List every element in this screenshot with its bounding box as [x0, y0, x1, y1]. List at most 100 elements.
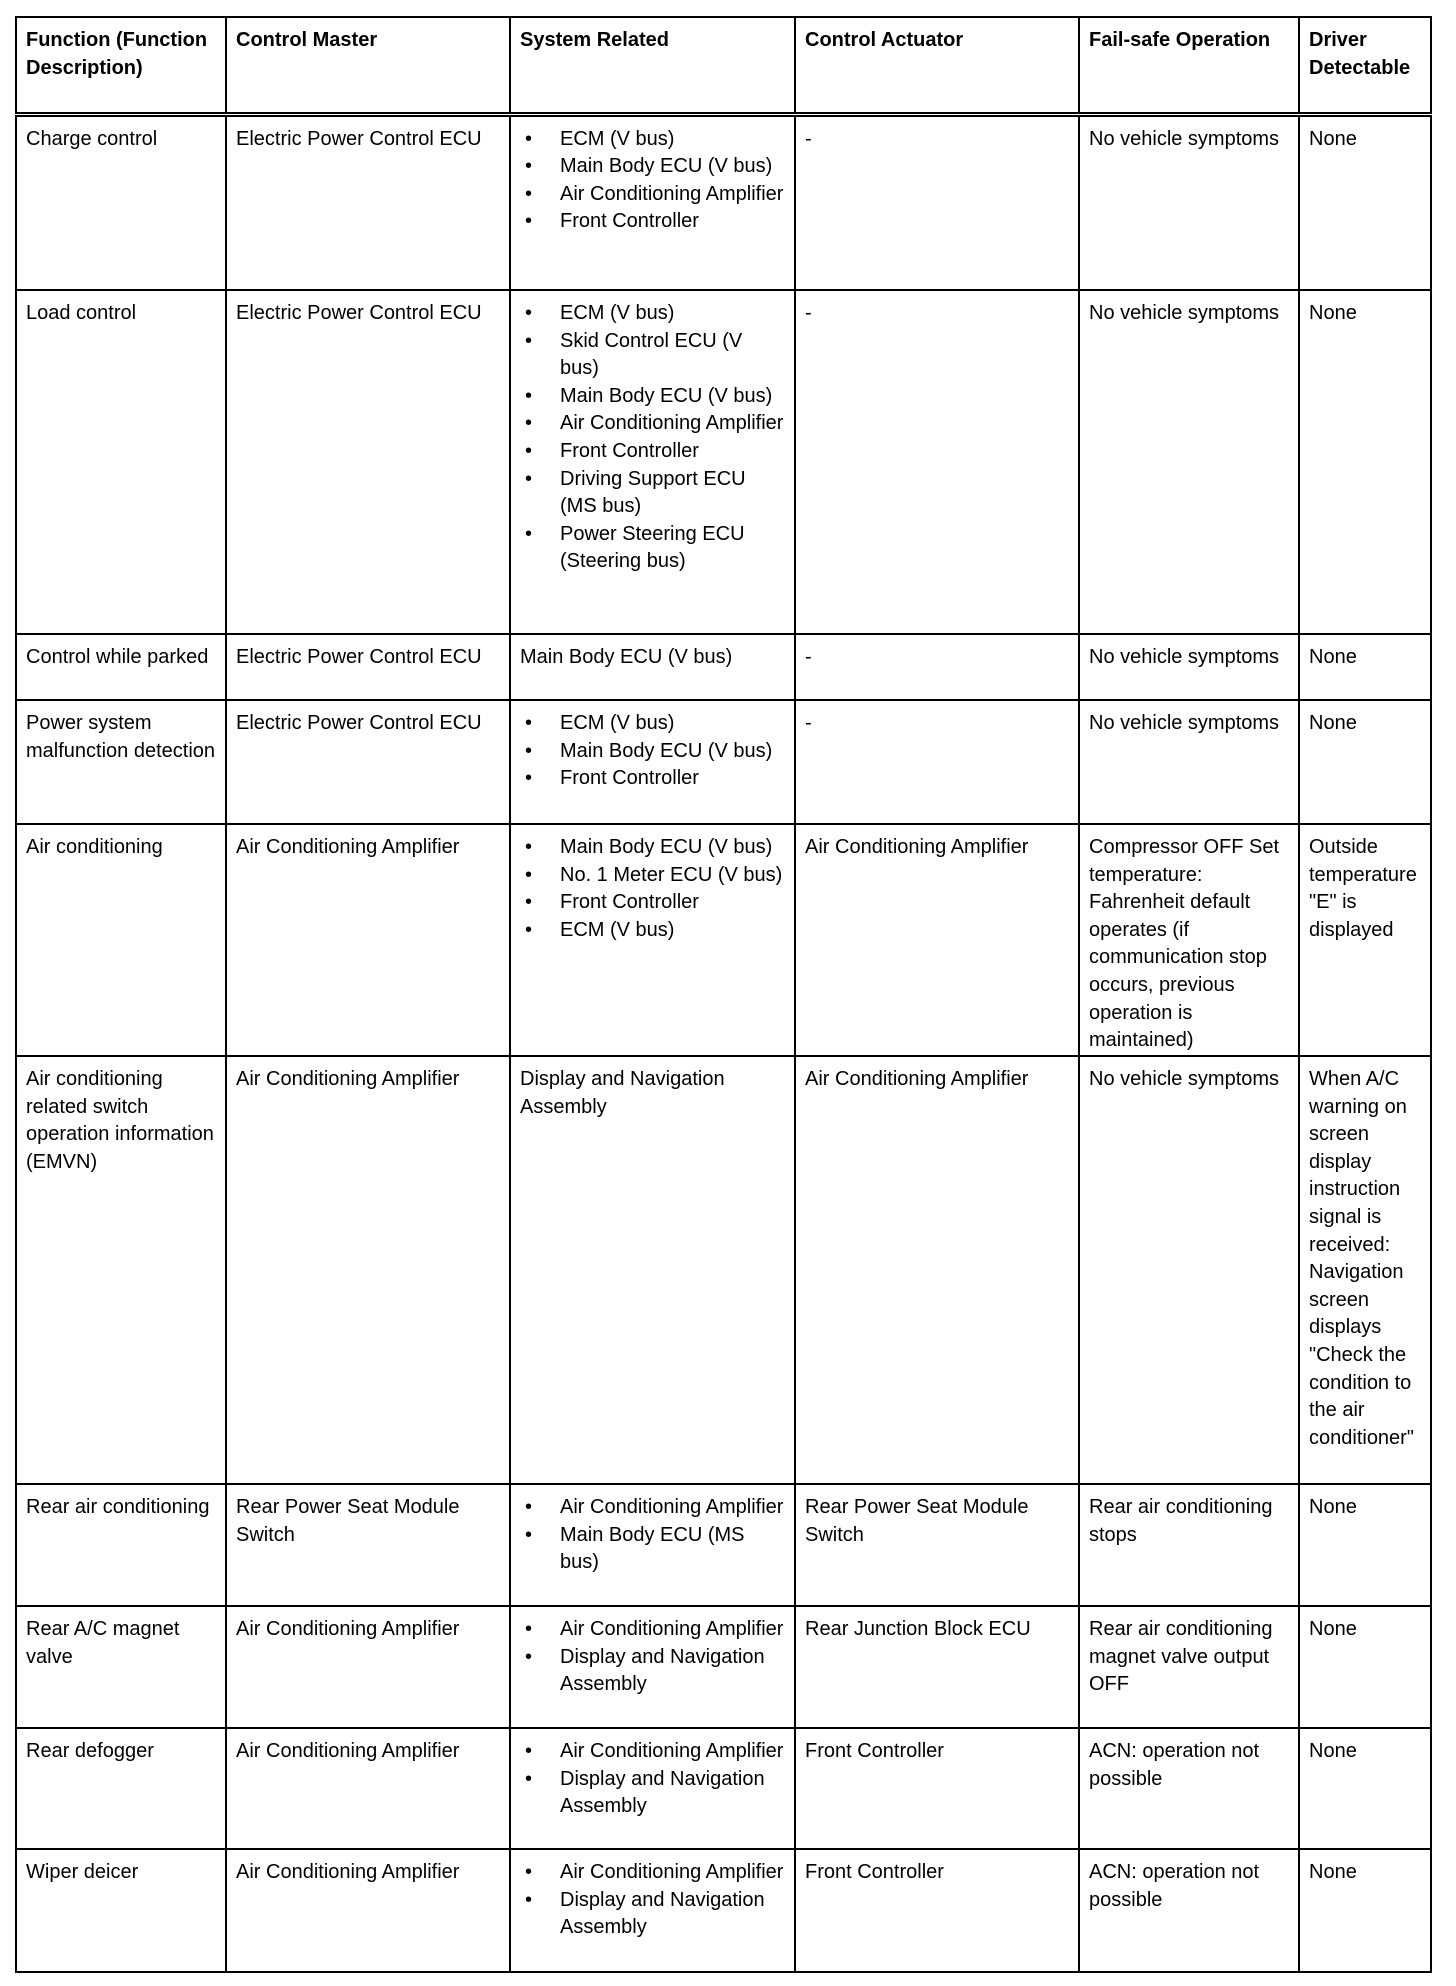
list-item-text: Display and Navigation Assembly — [560, 1767, 765, 1818]
bullet-icon: • — [525, 1645, 533, 1668]
list-item-text: Front Controller — [560, 767, 699, 790]
function-cell: Power system malfunction detection — [15, 699, 227, 825]
function-cell: Air conditioning — [15, 823, 227, 1057]
list-item-text: Front Controller — [560, 439, 699, 462]
control-master-cell: Air Conditioning Amplifier — [225, 1605, 511, 1729]
driver-detectable-cell: None — [1298, 699, 1432, 825]
system-related-cell: Main Body ECU (V bus) — [509, 633, 796, 701]
header-control-actuator: Control Actuator — [794, 16, 1080, 117]
bullet-icon: • — [525, 1767, 533, 1790]
bullet-icon: • — [525, 439, 533, 462]
list-item: • Main Body ECU (V bus) — [520, 834, 785, 862]
list-item: • Display and Navigation Assembly — [520, 1644, 785, 1699]
control-actuator-cell: - — [794, 289, 1080, 635]
list-item-text: Main Body ECU (MS bus) — [560, 1523, 745, 1574]
list-item: • Display and Navigation Assembly — [520, 1766, 785, 1821]
list-item-text: Display and Navigation Assembly — [560, 1888, 765, 1939]
system-related-cell: • ECM (V bus) • Main Body ECU (V bus) • Front… — [509, 699, 796, 825]
control-actuator-cell: - — [794, 113, 1080, 291]
function-cell: Rear A/C magnet valve — [15, 1605, 227, 1729]
bullet-icon: • — [525, 1861, 533, 1883]
list-item: • Display and Navigation Assembly — [520, 1887, 785, 1942]
list-item: • Front Controller — [520, 889, 785, 917]
fail-safe-cell: No vehicle symptoms — [1078, 289, 1300, 635]
list-item-text: No. 1 Meter ECU (V bus) — [560, 863, 783, 886]
control-master-cell: Rear Power Seat Module Switch — [225, 1483, 511, 1607]
bullet-icon: • — [525, 891, 533, 914]
control-actuator-cell: Rear Junction Block ECU — [794, 1605, 1080, 1729]
header-driver-detectable: Driver Detectable — [1298, 16, 1432, 117]
system-list: • ECM (V bus) • Main Body ECU (V bus) • Air C… — [520, 126, 785, 236]
system-list: • Air Conditioning Amplifier • Display and … — [520, 1616, 785, 1699]
fail-safe-cell: No vehicle symptoms — [1078, 113, 1300, 291]
fail-safe-cell: ACN: operation not possible — [1078, 1848, 1300, 1973]
control-master-cell: Air Conditioning Amplifier — [225, 1055, 511, 1485]
system-related-cell: Display and Navigation Assembly — [509, 1055, 796, 1485]
control-master-cell: Electric Power Control ECU — [225, 289, 511, 635]
list-item: • Main Body ECU (V bus) — [520, 153, 785, 181]
table-row: Power system malfunction detection Electr… — [15, 699, 1432, 825]
table-row: Charge control Electric Power Control ECU… — [15, 113, 1432, 291]
bullet-icon: • — [525, 210, 533, 233]
function-cell: Load control — [15, 289, 227, 635]
bullet-icon: • — [525, 739, 533, 762]
bullet-icon: • — [525, 522, 533, 545]
control-actuator-cell: Rear Power Seat Module Switch — [794, 1483, 1080, 1607]
bullet-icon: • — [525, 1618, 533, 1640]
fail-safe-cell: No vehicle symptoms — [1078, 1055, 1300, 1485]
list-item: • Driving Support ECU (MS bus) — [520, 466, 785, 521]
system-related-cell: • Air Conditioning Amplifier • Display and … — [509, 1848, 796, 1973]
control-actuator-cell: Front Controller — [794, 1727, 1080, 1850]
list-item-text: ECM (V bus) — [560, 712, 675, 734]
table-row: Rear A/C magnet valve Air Conditioning Am… — [15, 1605, 1432, 1729]
fail-safe-cell: No vehicle symptoms — [1078, 633, 1300, 701]
list-item-text: Front Controller — [560, 210, 699, 233]
system-list: • Main Body ECU (V bus) • No. 1 Meter ECU (… — [520, 834, 785, 944]
driver-detectable-cell: None — [1298, 1483, 1432, 1607]
driver-detectable-cell: When A/C warning on screen display instr… — [1298, 1055, 1432, 1485]
function-cell: Control while parked — [15, 633, 227, 701]
list-item-text: Power Steering ECU (Steering bus) — [560, 522, 745, 573]
system-list: • Air Conditioning Amplifier • Display and … — [520, 1738, 785, 1821]
list-item: • Power Steering ECU (Steering bus) — [520, 521, 785, 576]
list-item-text: Air Conditioning Amplifier — [560, 412, 784, 435]
list-item-text: Skid Control ECU (V bus) — [560, 329, 743, 380]
function-table: Function (Function Description) Control … — [15, 16, 1432, 1973]
list-item: • Air Conditioning Amplifier — [520, 410, 785, 438]
header-fail-safe: Fail-safe Operation — [1078, 16, 1300, 117]
fail-safe-cell: Rear air conditioning magnet valve outpu… — [1078, 1605, 1300, 1729]
control-actuator-cell: Air Conditioning Amplifier — [794, 823, 1080, 1057]
driver-detectable-cell: None — [1298, 113, 1432, 291]
list-item-text: Driving Support ECU (MS bus) — [560, 467, 746, 518]
table-row: Wiper deicer Air Conditioning Amplifier • A… — [15, 1848, 1432, 1973]
bullet-icon: • — [525, 467, 533, 490]
system-related-cell: • ECM (V bus) • Main Body ECU (V bus) • Air C… — [509, 113, 796, 291]
bullet-icon: • — [525, 155, 533, 178]
bullet-icon: • — [525, 1740, 533, 1762]
bullet-icon: • — [525, 127, 533, 150]
driver-detectable-cell: None — [1298, 289, 1432, 635]
table-row: Load control Electric Power Control ECU • E… — [15, 289, 1432, 635]
control-master-cell: Air Conditioning Amplifier — [225, 823, 511, 1057]
bullet-icon: • — [525, 863, 533, 886]
function-cell: Rear defogger — [15, 1727, 227, 1850]
fail-safe-cell: Compressor OFF Set temperature: Fahrenhe… — [1078, 823, 1300, 1057]
list-item: • Air Conditioning Amplifier — [520, 1616, 785, 1644]
list-item-text: Main Body ECU (V bus) — [560, 739, 773, 762]
control-actuator-cell: Air Conditioning Amplifier — [794, 1055, 1080, 1485]
driver-detectable-cell: None — [1298, 1848, 1432, 1973]
function-cell: Rear air conditioning — [15, 1483, 227, 1607]
system-list: • Air Conditioning Amplifier • Main Body EC… — [520, 1494, 785, 1577]
list-item-text: Air Conditioning Amplifier — [560, 1740, 784, 1762]
bullet-icon: • — [525, 836, 533, 858]
list-item: • No. 1 Meter ECU (V bus) — [520, 862, 785, 890]
bullet-icon: • — [525, 1496, 533, 1518]
header-function: Function (Function Description) — [15, 16, 227, 117]
list-item-text: Front Controller — [560, 891, 699, 914]
header-row: Function (Function Description) Control … — [15, 16, 1432, 117]
list-item: • Front Controller — [520, 765, 785, 793]
system-related-cell: • Air Conditioning Amplifier • Display and … — [509, 1605, 796, 1729]
list-item-text: Display and Navigation Assembly — [560, 1645, 765, 1696]
system-related-cell: • Main Body ECU (V bus) • No. 1 Meter ECU (… — [509, 823, 796, 1057]
driver-detectable-cell: None — [1298, 633, 1432, 701]
